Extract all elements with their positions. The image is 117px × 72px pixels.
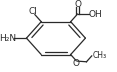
Text: OH: OH — [88, 10, 102, 19]
Text: CH₃: CH₃ — [93, 51, 107, 60]
Text: O: O — [74, 0, 81, 9]
Text: O: O — [73, 59, 80, 68]
Text: H₂N: H₂N — [0, 34, 17, 43]
Text: Cl: Cl — [28, 7, 37, 16]
